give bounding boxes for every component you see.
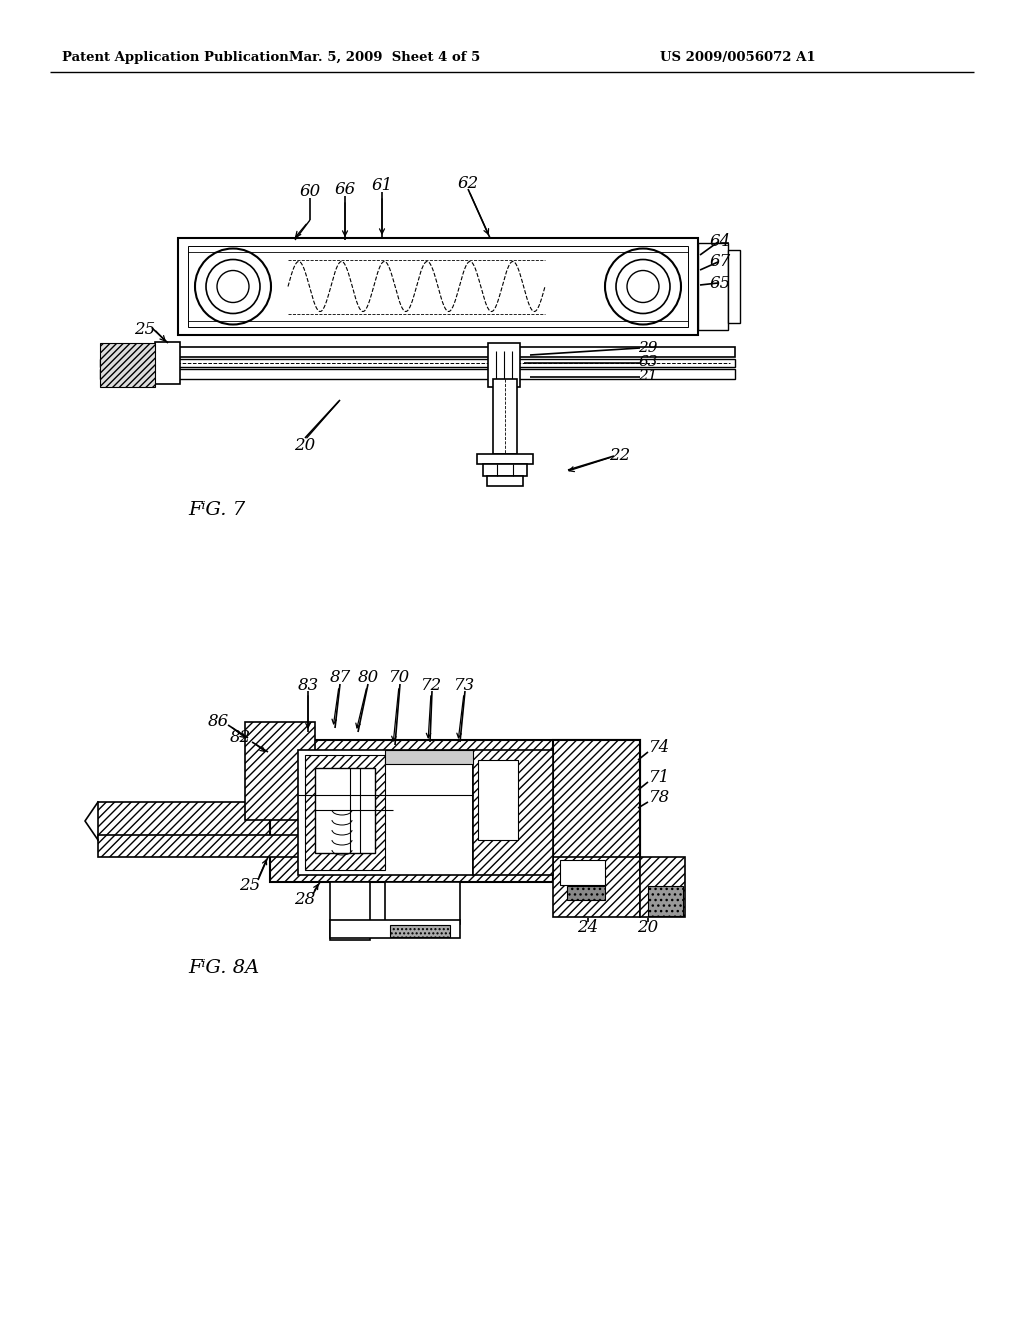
Bar (477, 454, 534, 465)
Text: 24: 24 (578, 920, 599, 936)
Bar (98, 836, 640, 857)
Text: 83: 83 (297, 676, 318, 693)
Bar (100, 343, 155, 387)
Text: 70: 70 (389, 669, 411, 686)
Text: 74: 74 (649, 739, 671, 756)
Bar (155, 347, 735, 356)
Text: 64: 64 (710, 234, 731, 251)
Text: 80: 80 (357, 669, 379, 686)
Text: 86: 86 (208, 714, 228, 730)
Text: 67: 67 (710, 253, 731, 271)
Text: 62: 62 (458, 174, 478, 191)
Text: Patent Application Publication: Patent Application Publication (62, 50, 289, 63)
Bar (488, 343, 520, 387)
Text: 22: 22 (609, 447, 631, 465)
Bar (270, 741, 640, 882)
Bar (178, 238, 698, 335)
Bar (155, 342, 180, 384)
Text: 28: 28 (294, 891, 315, 908)
Bar (567, 886, 605, 900)
Text: 72: 72 (421, 676, 442, 693)
Text: Mar. 5, 2009  Sheet 4 of 5: Mar. 5, 2009 Sheet 4 of 5 (290, 50, 480, 63)
Text: 71: 71 (649, 770, 671, 787)
Text: 25: 25 (134, 322, 156, 338)
Bar (473, 750, 553, 875)
Bar (298, 750, 473, 875)
Text: 25: 25 (240, 876, 261, 894)
Bar (305, 755, 385, 870)
Bar (640, 857, 685, 917)
Bar (560, 861, 605, 884)
Bar (330, 882, 370, 940)
Bar (553, 857, 640, 917)
Text: 29: 29 (638, 341, 657, 355)
Bar (487, 477, 523, 486)
Bar (478, 760, 518, 840)
Text: 60: 60 (299, 183, 321, 201)
Bar (98, 803, 273, 840)
Bar (100, 359, 735, 367)
Bar (385, 882, 460, 924)
Text: 73: 73 (455, 676, 475, 693)
Bar (390, 925, 450, 937)
Text: 87: 87 (330, 669, 350, 686)
Text: FⁱG. 7: FⁱG. 7 (188, 502, 245, 519)
Text: 56: 56 (337, 920, 358, 936)
Text: 66: 66 (335, 181, 355, 198)
Bar (245, 722, 315, 820)
Text: 20: 20 (294, 437, 315, 454)
Bar (483, 465, 527, 477)
Text: 61: 61 (372, 177, 392, 194)
Text: 82: 82 (229, 730, 251, 747)
Text: US 2009/0056072 A1: US 2009/0056072 A1 (660, 50, 816, 63)
Bar (100, 370, 735, 379)
Text: 20: 20 (637, 920, 658, 936)
Bar (315, 768, 375, 853)
Text: 50: 50 (420, 920, 440, 936)
Bar (728, 249, 740, 323)
Text: 78: 78 (649, 789, 671, 807)
Bar (188, 246, 688, 327)
Bar (698, 243, 728, 330)
Bar (385, 750, 473, 764)
Text: 63: 63 (638, 355, 657, 370)
Text: FⁱG. 8A: FⁱG. 8A (188, 960, 259, 977)
Bar (330, 920, 460, 939)
Bar (648, 886, 683, 916)
Bar (493, 379, 517, 454)
Text: 21: 21 (638, 370, 657, 383)
Text: 65: 65 (710, 275, 731, 292)
Bar (553, 741, 640, 882)
